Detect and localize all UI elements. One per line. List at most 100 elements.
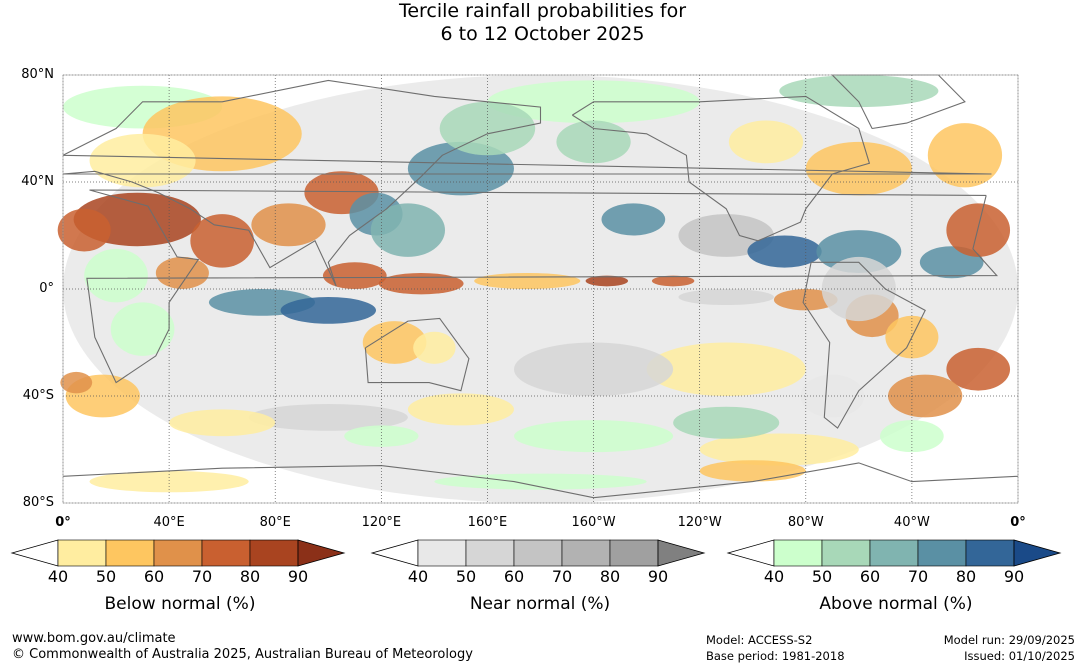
legend-tick-label: 70 bbox=[551, 567, 573, 586]
probability-region bbox=[280, 297, 377, 324]
probability-region bbox=[773, 289, 838, 311]
probability-region bbox=[601, 203, 666, 236]
legend-tick-label: 70 bbox=[907, 567, 929, 586]
probability-region bbox=[439, 101, 536, 156]
probability-region bbox=[585, 275, 629, 287]
longitude-label: 40°E bbox=[153, 515, 185, 530]
legend-near-normal: 40 50 60 70 80 90 Near normal (%) bbox=[370, 538, 708, 614]
coastline bbox=[572, 95, 871, 242]
legend-tick-label: 50 bbox=[811, 567, 833, 586]
probability-region bbox=[407, 393, 514, 426]
probability-region bbox=[169, 409, 276, 437]
longitude-label: 120°E bbox=[361, 515, 402, 530]
probability-region bbox=[699, 433, 859, 466]
legend-color-swatch bbox=[561, 539, 611, 567]
legend-color-swatch bbox=[513, 539, 563, 567]
legend-title-above: Above normal (%) bbox=[819, 594, 973, 614]
legend-color-swatch bbox=[105, 539, 155, 567]
legend-tick-label: 40 bbox=[763, 567, 785, 586]
legend-color-swatch bbox=[417, 539, 467, 567]
probability-region bbox=[678, 289, 774, 306]
legend-tick-label: 80 bbox=[239, 567, 261, 586]
legend-tick-label: 60 bbox=[143, 567, 165, 586]
longitude-label: 160°E bbox=[467, 515, 508, 530]
probability-region bbox=[946, 203, 1011, 257]
legend-above-normal: 40 50 60 70 80 90 Above normal (%) bbox=[726, 538, 1064, 614]
probability-region bbox=[110, 302, 175, 356]
coastline bbox=[364, 317, 470, 392]
legend-tick-label: 90 bbox=[287, 567, 309, 586]
probability-region bbox=[747, 235, 822, 268]
legend-min-arrow bbox=[726, 539, 775, 567]
legend-color-swatch bbox=[249, 539, 299, 567]
probability-region bbox=[513, 420, 674, 453]
legend-colorbar-above bbox=[726, 539, 1062, 567]
probability-region bbox=[89, 133, 196, 188]
base-period: Base period: 1981-2018 bbox=[706, 649, 845, 663]
title-line-2: 6 to 12 October 2025 bbox=[440, 23, 645, 45]
probability-region bbox=[407, 141, 514, 196]
map-frame bbox=[62, 74, 1019, 504]
coastlines bbox=[62, 74, 1019, 499]
chart-title: Tercile rainfall probabilities for 6 to … bbox=[0, 0, 1085, 46]
legend-color-swatch bbox=[821, 539, 871, 567]
title-line-1: Tercile rainfall probabilities for bbox=[398, 0, 687, 22]
probability-region bbox=[89, 470, 249, 493]
probability-region bbox=[190, 214, 255, 268]
legend-max-arrow bbox=[657, 539, 706, 567]
legend-color-swatch bbox=[57, 539, 107, 567]
legend-color-swatch bbox=[965, 539, 1015, 567]
legend-color-swatch bbox=[869, 539, 919, 567]
coastline bbox=[86, 189, 999, 384]
legend-tick-label: 70 bbox=[191, 567, 213, 586]
legend-color-swatch bbox=[609, 539, 659, 567]
latitude-label: 0° bbox=[39, 281, 54, 296]
probability-region bbox=[779, 75, 939, 108]
probability-region bbox=[474, 272, 581, 289]
legend-tick-label: 50 bbox=[95, 567, 117, 586]
probability-region bbox=[322, 262, 387, 289]
legend-below-normal: 40 50 60 70 80 90 Below normal (%) bbox=[10, 538, 348, 614]
legend-tick-label: 40 bbox=[407, 567, 429, 586]
legend-color-swatch bbox=[773, 539, 823, 567]
latitude-label: 80°S bbox=[22, 495, 54, 510]
latitude-label: 80°N bbox=[21, 67, 54, 82]
probability-region bbox=[946, 347, 1011, 391]
legend-min-arrow bbox=[370, 539, 419, 567]
legend-title-below: Below normal (%) bbox=[104, 594, 256, 614]
probability-region bbox=[673, 406, 780, 439]
longitude-label: 40°W bbox=[893, 515, 930, 530]
probability-region bbox=[651, 275, 695, 287]
probability-region bbox=[344, 425, 419, 447]
legend-tick-label: 60 bbox=[859, 567, 881, 586]
probability-region bbox=[927, 123, 1003, 188]
probability-region bbox=[378, 272, 464, 295]
longitude-label: 160°W bbox=[571, 515, 616, 530]
copyright-text: © Commonwealth of Australia 2025, Austra… bbox=[12, 647, 473, 662]
legend-tick-label: 90 bbox=[647, 567, 669, 586]
legend-tick-label: 50 bbox=[455, 567, 477, 586]
legend-color-swatch bbox=[201, 539, 251, 567]
longitude-label: 120°W bbox=[677, 515, 722, 530]
probability-region bbox=[251, 203, 326, 247]
probability-region bbox=[800, 374, 865, 418]
probability-region bbox=[362, 321, 427, 364]
probability-region bbox=[155, 256, 209, 289]
probability-region bbox=[57, 208, 111, 252]
website-link[interactable]: www.bom.gov.au/climate bbox=[12, 631, 176, 646]
coastline bbox=[62, 462, 1019, 499]
longitude-label: 80°W bbox=[787, 515, 824, 530]
probability-region bbox=[413, 331, 456, 364]
probability-region bbox=[880, 420, 944, 453]
probability-region bbox=[84, 248, 148, 303]
model-run-date: Model run: 29/09/2025 bbox=[943, 633, 1075, 647]
latitude-label: 40°S bbox=[22, 388, 54, 403]
legend-color-swatch bbox=[153, 539, 203, 567]
legend-title-near: Near normal (%) bbox=[469, 594, 611, 614]
rainfall-probability-map bbox=[57, 74, 1019, 504]
longitude-label: 0° bbox=[55, 515, 71, 530]
legend-color-swatch bbox=[917, 539, 967, 567]
model-name: Model: ACCESS-S2 bbox=[706, 633, 813, 647]
longitude-label: 0° bbox=[1010, 515, 1026, 530]
legend-color-swatch bbox=[465, 539, 515, 567]
